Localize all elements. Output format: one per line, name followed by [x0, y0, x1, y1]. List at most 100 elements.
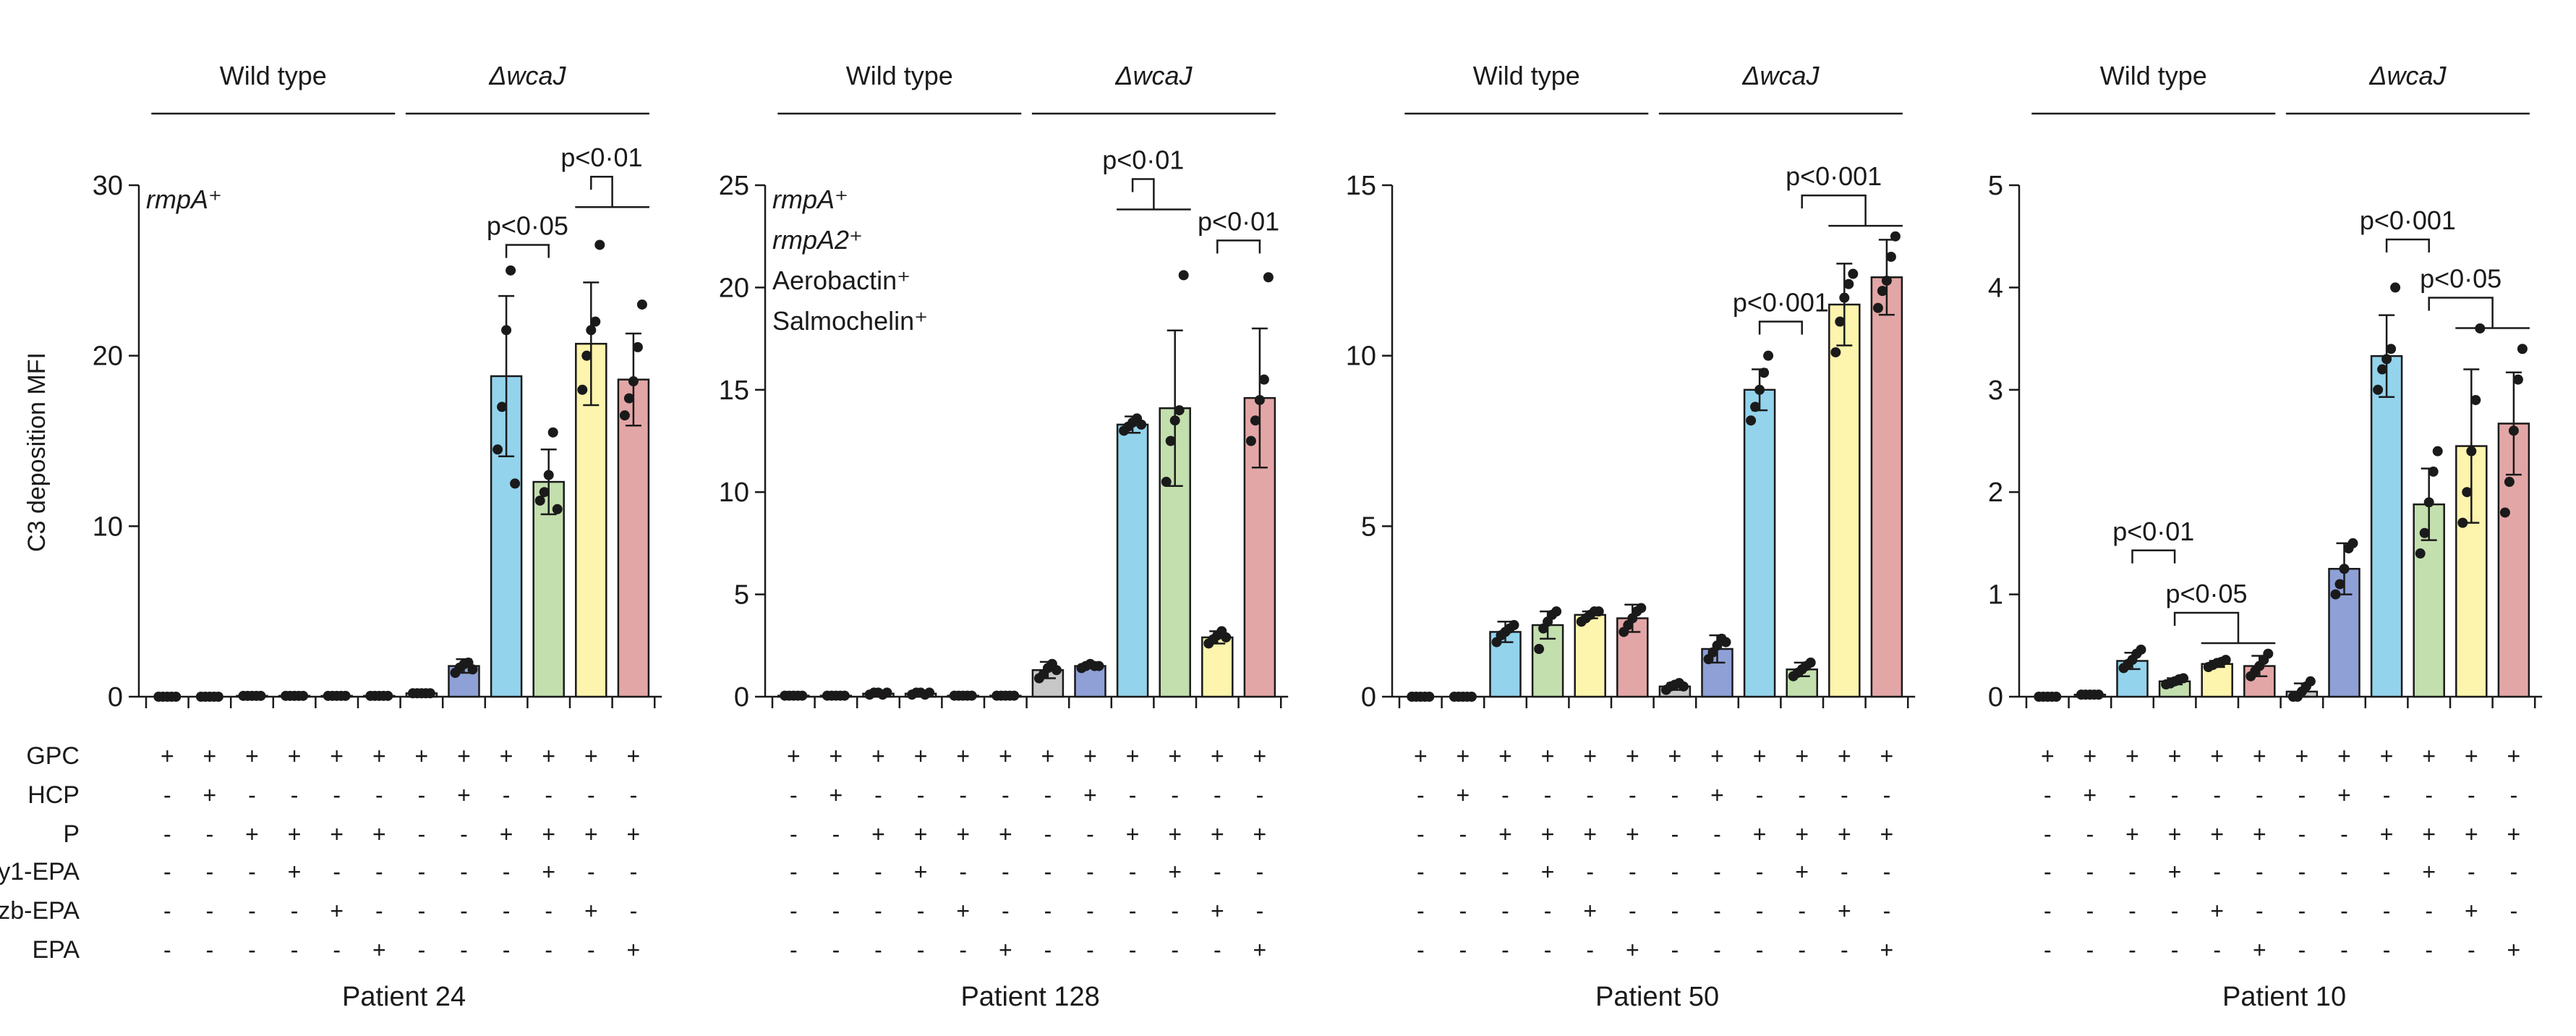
- data-point: [1534, 644, 1545, 655]
- data-point: [2419, 527, 2430, 538]
- treatment-sign: -: [1044, 898, 1052, 924]
- treatment-sign: -: [790, 821, 798, 847]
- treatment-sign: -: [2044, 821, 2052, 847]
- treatment-sign: +: [914, 859, 928, 885]
- data-point: [2470, 394, 2481, 405]
- treatment-sign: +: [542, 859, 555, 885]
- treatment-sign: -: [206, 821, 214, 847]
- treatment-sign: +: [1626, 821, 1639, 847]
- data-point: [2415, 548, 2426, 559]
- data-point: [2508, 425, 2519, 436]
- data-point: [1009, 690, 1020, 701]
- treatment-sign: -: [1713, 859, 1721, 885]
- treatment-sign: -: [1044, 821, 1052, 847]
- data-point: [1165, 436, 1176, 446]
- treatment-sign: -: [503, 859, 511, 885]
- y-tick-label: 0: [1988, 682, 2003, 713]
- y-tick-label: 4: [1988, 273, 2003, 303]
- data-point: [1250, 415, 1261, 426]
- treatment-sign: +: [415, 743, 429, 769]
- treatment-sign: -: [206, 898, 214, 924]
- treatment-sign: -: [333, 937, 341, 963]
- treatment-sign: -: [959, 782, 967, 808]
- data-point: [1169, 415, 1180, 426]
- data-point: [506, 265, 516, 276]
- data-point: [1593, 606, 1604, 617]
- treatment-sign: -: [2044, 898, 2052, 924]
- treatment-sign: -: [2510, 782, 2518, 808]
- data-point: [2517, 344, 2528, 354]
- treatment-sign: -: [1798, 782, 1806, 808]
- treatment-sign: +: [2422, 743, 2436, 769]
- treatment-sign: -: [1756, 859, 1764, 885]
- data-point: [1848, 268, 1859, 279]
- data-point: [2466, 446, 2477, 457]
- significance-bracket: [1801, 194, 1903, 227]
- treatment-sign: +: [627, 821, 641, 847]
- panel-1: Wild type ΔwcaJ 0 10 20 30 rmpA⁺ p<0·05 p<0·01 + +…: [93, 61, 662, 1012]
- p-value-label: p<0·05: [487, 211, 568, 240]
- treatment-sign: -: [1671, 937, 1679, 963]
- treatment-sign: -: [1671, 898, 1679, 924]
- treatment-sign: +: [1795, 859, 1809, 885]
- treatment-sign: -: [418, 898, 426, 924]
- data-point: [534, 495, 545, 506]
- treatment-sign: -: [1129, 937, 1137, 963]
- treatment-sign: -: [2086, 859, 2094, 885]
- treatment-sign: -: [1883, 782, 1891, 808]
- patient-label: Patient 128: [960, 982, 1099, 1012]
- bar: [617, 378, 650, 698]
- treatment-sign: +: [2210, 743, 2224, 769]
- data-point: [1843, 279, 1854, 289]
- treatment-sign: -: [291, 898, 299, 924]
- y-tick-label: 0: [734, 682, 749, 713]
- treatment-sign: +: [1211, 898, 1224, 924]
- treatment-sign: -: [1756, 937, 1764, 963]
- data-point: [1872, 302, 1883, 313]
- treatment-sign: +: [2422, 821, 2436, 847]
- treatment-sign: -: [1086, 821, 1094, 847]
- data-point: [539, 487, 550, 498]
- data-point: [2178, 673, 2189, 684]
- treatment-sign: -: [1798, 937, 1806, 963]
- p-value-label: p<0·001: [1786, 161, 1882, 191]
- treatment-sign: +: [627, 743, 641, 769]
- treatment-sign: -: [874, 782, 882, 808]
- treatment-sign: -: [1044, 937, 1052, 963]
- treatment-sign: -: [2256, 859, 2264, 885]
- treatment-sign: +: [1838, 743, 1851, 769]
- significance-bracket: [1758, 320, 1803, 335]
- treatment-sign: -: [418, 937, 426, 963]
- data-point: [594, 239, 605, 250]
- treatment-sign: -: [2340, 859, 2348, 885]
- y-tick-label: 0: [108, 682, 123, 713]
- treatment-sign: -: [503, 898, 511, 924]
- treatment-sign: +: [372, 821, 386, 847]
- treatment-sign: -: [1586, 859, 1594, 885]
- treatment-sign: -: [790, 782, 798, 808]
- treatment-sign: -: [1671, 859, 1679, 885]
- data-point: [1678, 681, 1689, 692]
- p-value-label: p<0·01: [560, 143, 642, 172]
- treatment-sign: -: [1629, 859, 1637, 885]
- treatment-sign: -: [1002, 859, 1010, 885]
- treatment-sign: -: [1129, 898, 1137, 924]
- treatment-sign: +: [1168, 821, 1182, 847]
- group-label-wild-type: Wild type: [846, 61, 953, 90]
- treatment-sign: +: [787, 743, 801, 769]
- significance-bracket: [505, 244, 550, 258]
- treatment-sign: +: [584, 743, 598, 769]
- significance-bracket: [1117, 178, 1191, 211]
- y-tick-label: 3: [1988, 375, 2003, 406]
- treatment-sign: +: [871, 743, 885, 769]
- bar: [2370, 354, 2403, 698]
- treatment-sign: -: [1713, 937, 1721, 963]
- data-point: [1093, 661, 1104, 671]
- treatment-sign: -: [1214, 782, 1221, 808]
- data-point: [1763, 350, 1774, 361]
- y-tick-label: 20: [93, 341, 123, 372]
- data-point: [1835, 316, 1846, 327]
- treatment-sign: +: [542, 743, 555, 769]
- treatment-sign: +: [245, 743, 259, 769]
- treatment-sign: +: [1541, 859, 1555, 885]
